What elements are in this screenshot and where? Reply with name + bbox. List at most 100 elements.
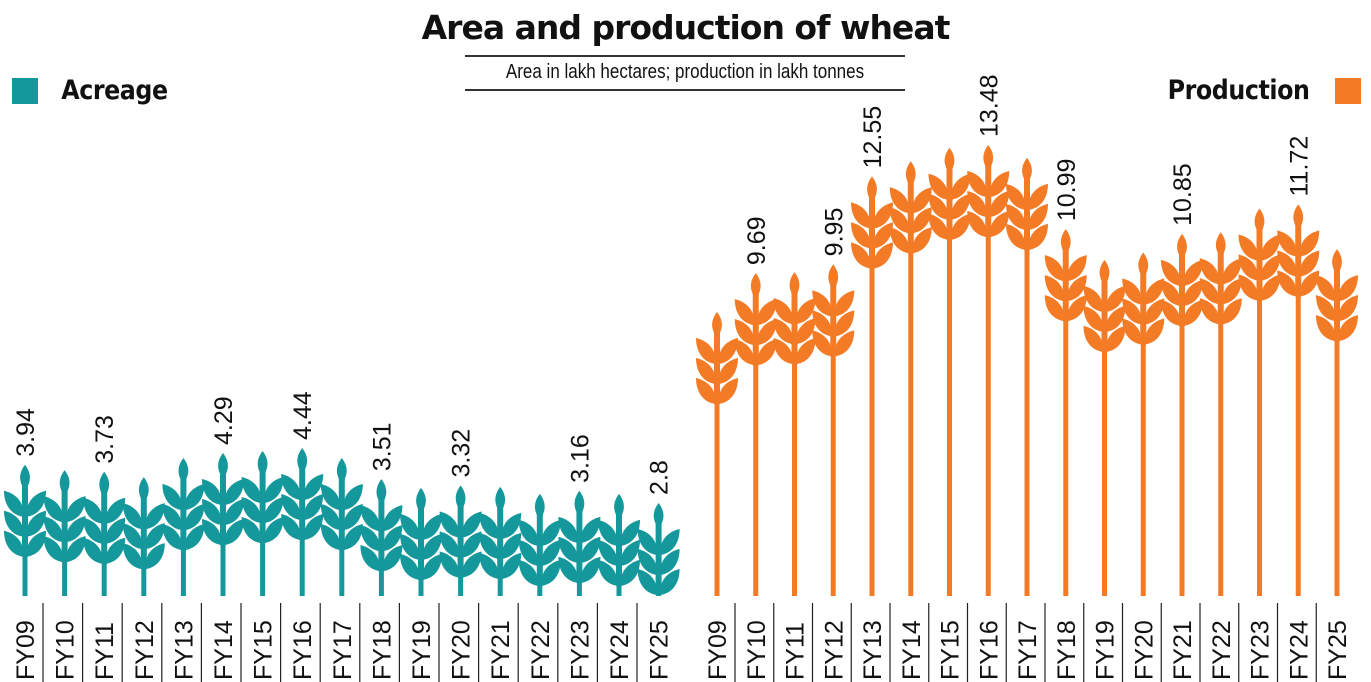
production-stem	[947, 207, 952, 597]
production-tick-label: FY15	[937, 620, 965, 680]
production-tick-label: FY10	[743, 620, 771, 680]
acreage-stem	[180, 518, 186, 596]
subtitle-box: Area in lakh hectares; production in lak…	[465, 55, 905, 91]
production-wheat-FY17	[1006, 157, 1048, 596]
acreage-value-label: 3.73	[91, 415, 119, 464]
acreage-stem	[220, 513, 226, 596]
production-value-label: 10.85	[1169, 163, 1197, 226]
acreage-tick-label: FY13	[170, 620, 198, 680]
acreage-wheat-FY16	[281, 448, 324, 596]
production-stem	[1063, 289, 1069, 596]
acreage-wheat-head	[439, 485, 482, 578]
production-wheat-FY24	[1277, 204, 1320, 596]
acreage-stem	[260, 511, 266, 596]
acreage-wheat-head	[83, 471, 126, 564]
acreage-tick-label: FY11	[91, 622, 119, 680]
production-value-label: 13.48	[975, 74, 1003, 137]
production-wheat-head	[1122, 252, 1165, 345]
legend-swatch-acreage	[12, 77, 38, 104]
production-wheat-head	[889, 161, 932, 254]
production-stem	[1140, 312, 1146, 596]
acreage-wheat-FY18	[360, 479, 403, 596]
production-wheat-FY19	[1083, 259, 1126, 596]
acreage-wheat-FY09	[4, 464, 46, 596]
production-tick-label: FY25	[1324, 620, 1352, 680]
production-wheat-FY12	[812, 264, 855, 596]
acreage-wheat-FY21	[479, 486, 522, 596]
production-wheat-head	[1006, 157, 1048, 250]
production-tick-label: FY20	[1130, 620, 1158, 680]
acreage-wheat-head	[281, 448, 324, 540]
production-wheat-FY18	[1044, 229, 1087, 596]
acreage-tick-label: FY22	[527, 620, 555, 680]
production-wheat-FY20	[1122, 252, 1165, 596]
acreage-value-label: 3.16	[566, 434, 594, 483]
acreage-wheat-FY14	[202, 453, 244, 596]
acreage-tick-label: FY20	[448, 620, 476, 680]
acreage-wheat-FY19	[400, 487, 442, 596]
production-wheat-FY11	[773, 272, 816, 596]
acreage-stem	[339, 518, 345, 596]
production-wheat-head	[851, 176, 893, 269]
production-wheat-head	[734, 273, 777, 366]
acreage-wheat-head	[162, 458, 205, 551]
acreage-tick-label: FY12	[131, 620, 159, 680]
production-tick-label: FY24	[1285, 620, 1313, 680]
acreage-wheat-FY23	[558, 490, 601, 596]
production-wheat-head	[928, 147, 971, 240]
production-wheat-FY21	[1161, 233, 1203, 596]
acreage-tick-label: FY21	[487, 620, 515, 680]
production-wheat-head	[1044, 229, 1087, 322]
production-value-label: 12.55	[859, 106, 887, 169]
acreage-stem	[101, 531, 107, 596]
acreage-wheat-head	[202, 453, 244, 546]
production-tick-label: FY16	[975, 620, 1003, 680]
legend-production: Production	[1158, 75, 1361, 106]
acreage-value-label: 2.8	[646, 460, 674, 495]
acreage-wheat-FY24	[598, 493, 640, 596]
production-wheat-head	[1238, 208, 1281, 301]
legend-swatch-production	[1335, 77, 1361, 104]
production-stem	[985, 205, 991, 596]
acreage-tick-label: FY14	[210, 620, 238, 680]
production-value-label: 11.72	[1285, 136, 1313, 197]
acreage-wheat-FY13	[162, 458, 205, 596]
production-stem	[1179, 293, 1185, 596]
acreage-value-label: 4.29	[210, 396, 238, 445]
production-tick-label: FY12	[820, 620, 848, 680]
production-value-label: 9.95	[820, 208, 848, 257]
production-wheat-FY15	[928, 147, 971, 597]
production-wheat-head	[1277, 204, 1320, 297]
acreage-stem	[22, 524, 28, 596]
production-stem	[830, 324, 836, 596]
production-wheat-FY22	[1199, 232, 1242, 596]
production-tick-label: FY09	[704, 620, 732, 680]
production-stem	[869, 236, 875, 596]
production-wheat-head	[1316, 249, 1358, 342]
production-tick-label: FY14	[898, 620, 926, 680]
acreage-wheat-FY22	[518, 493, 561, 596]
acreage-wheat-head	[241, 451, 284, 544]
acreage-tick-label: FY24	[606, 620, 634, 680]
legend-label-acreage: Acreage	[61, 75, 168, 106]
acreage-wheat-FY17	[320, 458, 363, 596]
acreage-wheat-FY25	[637, 502, 680, 596]
acreage-stem	[62, 530, 68, 596]
acreage-wheat-head	[360, 479, 403, 572]
production-wheat-FY09	[696, 311, 738, 596]
production-tick-label: FY22	[1208, 620, 1236, 680]
acreage-wheat-head	[637, 502, 680, 595]
production-wheat-FY16	[967, 145, 1010, 596]
chart-title: Area and production of wheat	[421, 8, 951, 47]
acreage-stem	[299, 508, 305, 596]
production-wheat-FY10	[734, 273, 777, 596]
acreage-wheat-FY10	[43, 470, 86, 596]
acreage-wheat-head	[479, 486, 522, 579]
production-tick-label: FY18	[1053, 620, 1081, 680]
production-wheat-FY14	[889, 161, 932, 596]
production-stem	[1218, 292, 1224, 596]
acreage-value-label: 3.94	[12, 408, 40, 457]
production-tick-label: FY17	[1014, 620, 1042, 680]
acreage-wheat-head	[4, 464, 46, 557]
